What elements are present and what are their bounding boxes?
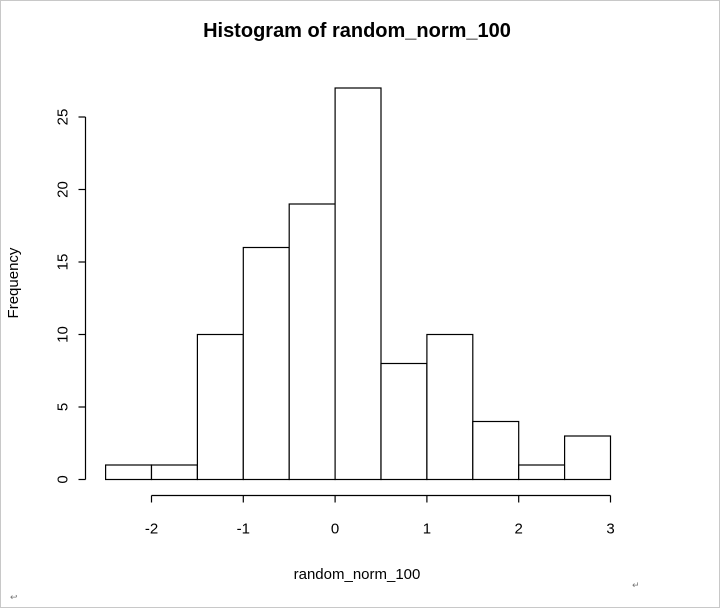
x-tick-label: 0 (331, 521, 339, 538)
histogram-bar (196, 333, 244, 481)
x-tick-label: -2 (145, 521, 158, 538)
y-tick-label: 15 (55, 254, 72, 271)
histogram-bar (334, 87, 382, 481)
histogram-bar (150, 464, 199, 481)
histogram-bar (242, 246, 290, 481)
chart-title: Histogram of random_norm_100 (203, 20, 511, 42)
left-corner-mark: ↩ (10, 593, 18, 603)
y-tick-label: 0 (55, 475, 72, 483)
x-tick-label: 3 (606, 521, 614, 538)
right-corner-mark: ↵ (632, 581, 640, 591)
histogram-bar (563, 435, 612, 481)
x-tick-label: 2 (515, 521, 523, 538)
histogram-bar (472, 420, 520, 481)
y-tick-label: 25 (55, 109, 72, 126)
histogram-bar (380, 362, 428, 481)
y-tick-label: 20 (55, 181, 72, 198)
x-tick-label: 1 (423, 521, 431, 538)
histogram-bar (426, 333, 474, 481)
y-tick-label: 10 (55, 326, 72, 343)
y-tick-label: 5 (55, 403, 72, 411)
histogram-bar (104, 464, 153, 481)
y-axis: 0 5 10 15 20 25 (55, 109, 87, 484)
y-axis-title: Frequency (5, 247, 22, 318)
x-axis: -2 -1 0 1 2 3 (145, 494, 615, 538)
x-axis-title: random_norm_100 (294, 566, 421, 583)
bars-group (104, 87, 612, 481)
histogram-bar (288, 203, 336, 481)
x-tick-label: -1 (237, 521, 250, 538)
histogram-bar (518, 464, 566, 481)
